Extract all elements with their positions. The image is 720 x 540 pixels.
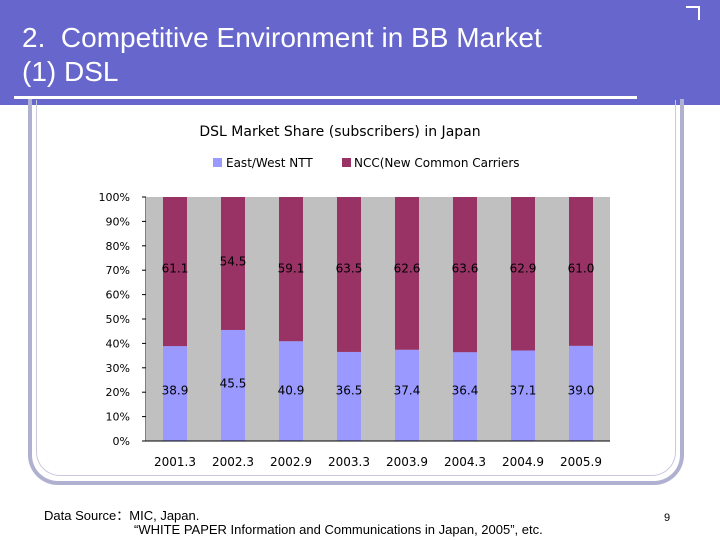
bar-ncc (569, 197, 593, 346)
corner-decoration (686, 6, 700, 20)
y-tick-label: 70% (106, 264, 130, 277)
y-axis: 0% 10% 20% 30% 40% 50% 60% 70% 80% 90% 100% (99, 191, 147, 448)
legend-label-ntt: East/West NTT (226, 156, 313, 170)
y-tick-label: 0% (113, 435, 130, 448)
slide-title-line2: (1) DSL (22, 56, 119, 87)
chart-legend: East/West NTT NCC(New Common Carriers (213, 156, 520, 170)
chart-title: DSL Market Share (subscribers) in Japan (199, 124, 480, 140)
data-label-ncc: 54.5 (220, 254, 247, 268)
bar-ntt (395, 349, 419, 441)
data-label-ncc: 61.1 (162, 262, 189, 276)
page-number: 9 (664, 512, 671, 524)
y-tick-label: 40% (106, 337, 130, 350)
x-category-label: 2002.9 (270, 455, 312, 469)
data-label-ntt: 37.1 (510, 384, 537, 398)
data-label-ncc: 62.9 (510, 262, 537, 276)
y-tick-label: 60% (106, 289, 130, 302)
bar-ntt (511, 350, 535, 441)
title-underline (14, 96, 637, 99)
bar-ncc (395, 197, 419, 350)
bar-ncc (337, 197, 361, 352)
slide-title-line1: 2. Competitive Environment in BB Market (22, 22, 542, 53)
x-category-label: 2005.9 (560, 455, 602, 469)
y-tick-label: 90% (106, 215, 130, 228)
x-axis: 2001.3 2002.3 2002.9 2003.3 2003.9 2004.3 2004… (146, 440, 610, 469)
data-label-ncc: 63.5 (336, 262, 363, 276)
content-frame (28, 99, 684, 485)
data-source-line2: “WHITE PAPER Information and Communicati… (134, 522, 543, 537)
x-category-label: 2004.3 (444, 455, 486, 469)
data-label-ntt: 36.5 (336, 384, 363, 398)
data-label-ncc: 62.6 (394, 262, 421, 276)
bar-ncc (453, 197, 477, 353)
plot-area: 38.9 61.1 45.5 54.5 40.9 59.1 36.5 63.5 37.4 62.6… (146, 197, 610, 441)
data-label-ncc: 63.6 (452, 262, 479, 276)
data-label-ntt: 40.9 (278, 384, 305, 398)
y-tick-label: 50% (106, 313, 130, 326)
data-label-ntt: 45.5 (220, 376, 247, 390)
y-tick-label: 30% (106, 362, 130, 375)
data-label-ntt: 36.4 (452, 384, 479, 398)
x-category-label: 2001.3 (154, 455, 196, 469)
plot-background (146, 197, 610, 441)
bar-ntt (163, 346, 187, 441)
bar-ntt (453, 352, 477, 441)
bar-ncc (511, 197, 535, 351)
data-label-ncc: 61.0 (568, 262, 595, 276)
y-tick-label: 20% (106, 386, 130, 399)
slide-header: 2. Competitive Environment in BB Market … (0, 0, 720, 105)
y-tick-label: 100% (99, 191, 130, 204)
bar-ntt (337, 351, 361, 441)
legend-swatch-ntt (213, 158, 222, 167)
data-label-ntt: 37.4 (394, 384, 421, 398)
x-category-label: 2002.3 (212, 455, 254, 469)
content-frame-inner (36, 100, 676, 476)
x-category-label: 2003.3 (328, 455, 370, 469)
data-label-ntt: 39.0 (568, 384, 595, 398)
x-category-label: 2003.9 (386, 455, 428, 469)
data-source-line1: Data Source：MIC, Japan. (44, 508, 200, 523)
bar-ntt (221, 329, 245, 441)
bar-ncc (221, 197, 245, 330)
x-category-label: 2004.9 (502, 455, 544, 469)
bar-ncc (279, 197, 303, 342)
legend-label-ncc: NCC(New Common Carriers (354, 156, 520, 170)
data-label-ncc: 59.1 (278, 262, 305, 276)
y-tick-label: 80% (106, 240, 130, 253)
legend-swatch-ncc (342, 158, 351, 167)
bar-ncc (163, 197, 187, 347)
y-tick-label: 10% (106, 411, 130, 424)
data-label-ntt: 38.9 (162, 384, 189, 398)
bar-ntt (279, 341, 303, 441)
bar-ntt (569, 345, 593, 441)
